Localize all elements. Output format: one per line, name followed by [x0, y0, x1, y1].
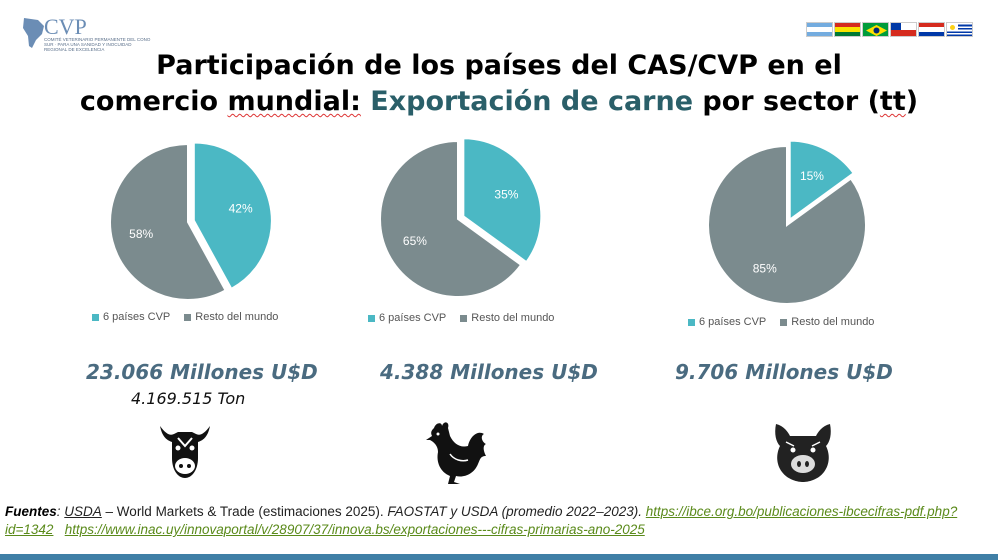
- pie-slice-cvp: [192, 141, 273, 291]
- source-text: – World Markets & Trade (estimaciones 20…: [101, 504, 388, 519]
- cvp-logo: [18, 16, 158, 52]
- usda-source: USDA: [64, 504, 102, 519]
- beef-tonnage: 4.169.515 Ton: [131, 389, 246, 408]
- title-accent: Exportación de carne: [360, 86, 694, 117]
- legend-label: Resto del mundo: [195, 311, 279, 323]
- ibce-link[interactable]: https://ibce.org.bo/publicaciones-ibceci…: [5, 504, 958, 537]
- poultry-export-value: 4.388 Millones U$D: [380, 360, 598, 384]
- legend-item-cvp: 6 países CVP: [368, 312, 446, 324]
- bottom-accent-bar: [0, 554, 998, 560]
- pie-slice-cvp: [788, 139, 856, 222]
- legend-label: Resto del mundo: [471, 312, 555, 324]
- legend-label: 6 países CVP: [379, 312, 447, 324]
- title-part: ): [905, 86, 919, 117]
- chile-flag-icon: [890, 22, 917, 37]
- logo-subtitle: COMITÉ VETERINARIO PERMANENTE DEL CONO S…: [44, 37, 151, 52]
- pie-data-label: 58%: [129, 227, 153, 241]
- legend-item-rest: Resto del mundo: [184, 311, 278, 323]
- legend-label: Resto del mundo: [791, 316, 875, 328]
- uruguay-flag-icon: [946, 22, 973, 37]
- pie-chart-poultry: 35% 65%: [379, 137, 543, 298]
- pig-icon: [775, 424, 831, 482]
- page-title: Participación de los países del CAS/CVP …: [0, 48, 998, 120]
- chart-legend: 6 países CVP Resto del mundo: [688, 316, 874, 328]
- sources-footnote: Fuentes: USDA – World Markets & Trade (e…: [5, 504, 958, 537]
- pie-data-label: 85%: [753, 262, 777, 276]
- bolivia-flag-icon: [834, 22, 861, 37]
- pie-data-label: 65%: [403, 234, 427, 248]
- legend-label: 6 países CVP: [103, 311, 171, 323]
- pork-export-value: 9.706 Millones U$D: [675, 360, 893, 384]
- pie-data-label: 15%: [800, 169, 824, 183]
- beef-export-value: 23.066 Millones U$D: [86, 360, 318, 384]
- pie-slice-rest: [379, 139, 523, 298]
- title-part: tt: [879, 86, 906, 117]
- cow-icon: [160, 426, 210, 478]
- title-part: mundial:: [227, 86, 361, 117]
- title-line-1: Participación de los países del CAS/CVP …: [156, 50, 842, 81]
- title-part: por sector (: [693, 86, 880, 117]
- legend-label: 6 países CVP: [699, 316, 767, 328]
- member-flags: [806, 22, 973, 37]
- pie-chart-beef: 42% 58%: [109, 141, 273, 301]
- chart-legend: 6 países CVP Resto del mundo: [92, 311, 278, 323]
- source-text: FAOSTAT y USDA (promedio 2022–2023).: [387, 504, 646, 519]
- sources-label: Fuentes: [5, 504, 57, 519]
- south-america-map-icon: [23, 18, 44, 48]
- legend-item-cvp: 6 países CVP: [688, 316, 766, 328]
- legend-item-rest: Resto del mundo: [780, 316, 874, 328]
- pie-data-label: 35%: [494, 187, 518, 201]
- argentina-flag-icon: [806, 22, 833, 37]
- legend-item-rest: Resto del mundo: [460, 312, 554, 324]
- paraguay-flag-icon: [918, 22, 945, 37]
- brasil-flag-icon: [862, 22, 889, 37]
- pie-slice-rest: [109, 142, 227, 301]
- pie-chart-pork: 15% 85%: [707, 139, 867, 305]
- chart-legend: 6 países CVP Resto del mundo: [368, 312, 554, 324]
- title-line-2: comercio mundial: Exportación de carne p…: [0, 84, 998, 120]
- pie-slice-cvp: [462, 137, 543, 264]
- logo-text: CVP: [44, 14, 87, 39]
- title-part: comercio: [79, 86, 228, 117]
- pie-data-label: 42%: [229, 201, 253, 215]
- inac-link[interactable]: https://www.inac.uy/innovaportal/v/28907…: [64, 522, 645, 537]
- pie-slice-rest: [707, 144, 867, 305]
- legend-item-cvp: 6 países CVP: [92, 311, 170, 323]
- rooster-icon: [426, 422, 486, 484]
